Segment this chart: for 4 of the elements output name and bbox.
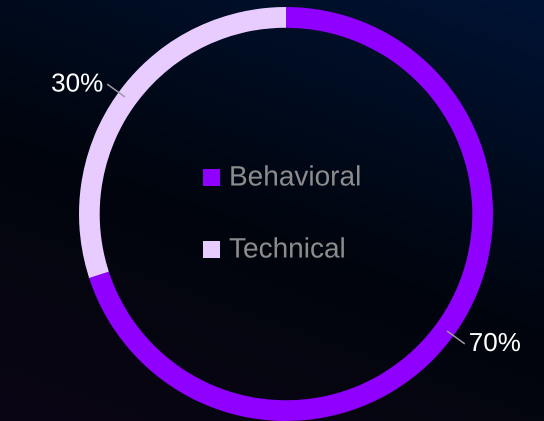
data-label: 30% <box>51 67 104 98</box>
legend-label: Technical <box>229 232 346 264</box>
legend-label: Behavioral <box>229 160 362 192</box>
data-label: 70% <box>468 327 521 358</box>
